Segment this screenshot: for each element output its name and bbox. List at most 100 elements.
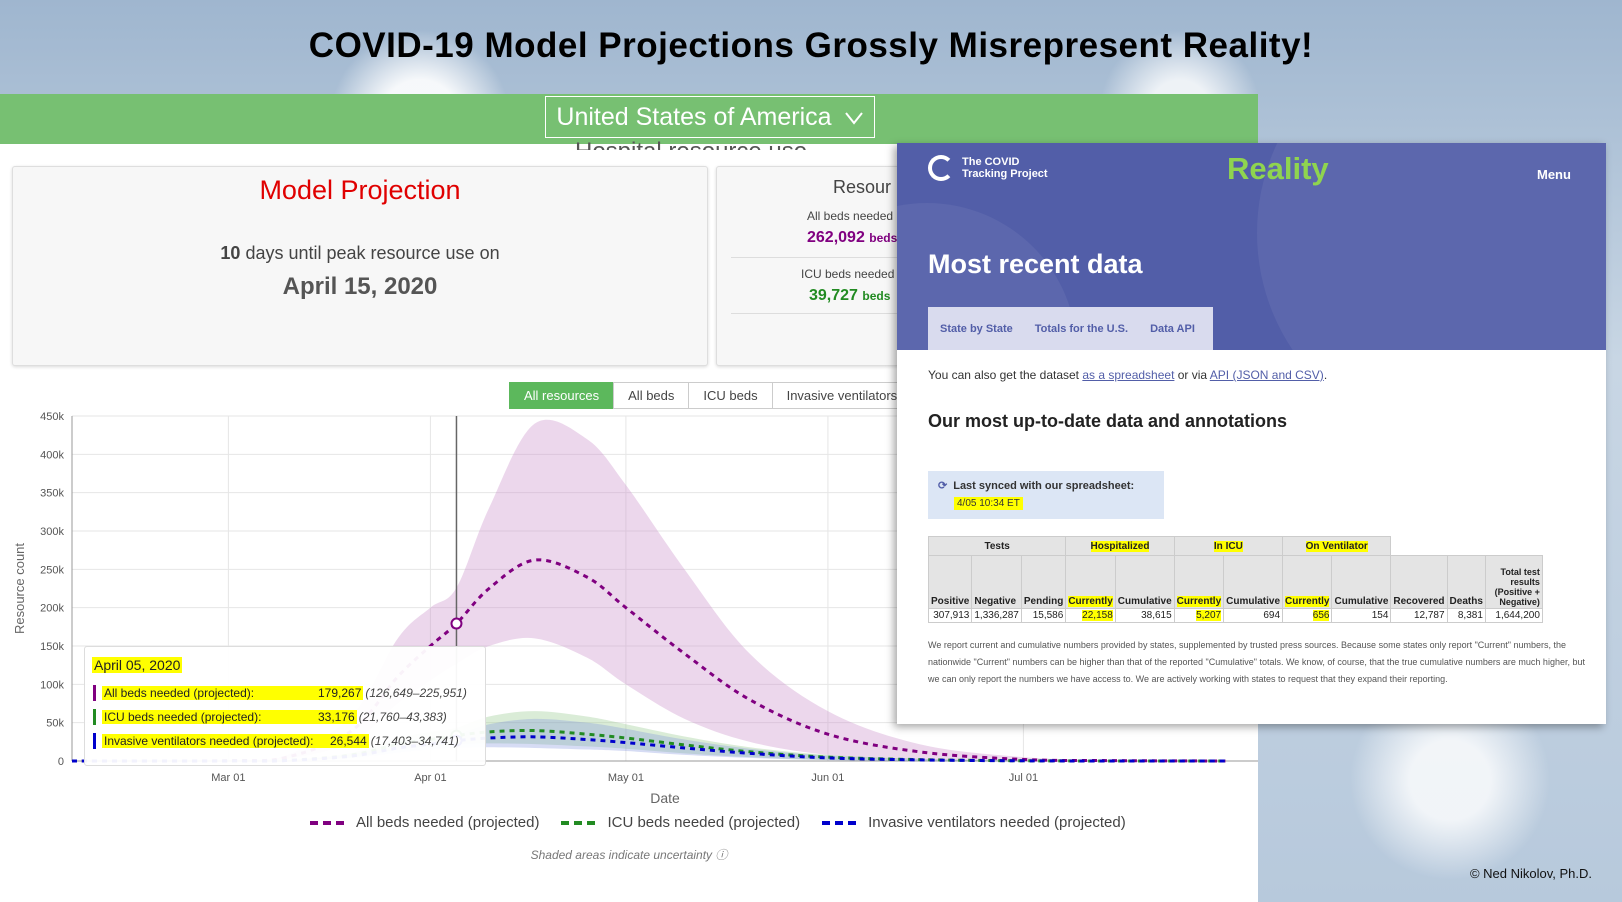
sync-label: ⟳ Last synced with our spreadsheet: bbox=[938, 479, 1135, 493]
decoration bbox=[1257, 143, 1606, 350]
tooltip-value: 33,176 bbox=[316, 710, 357, 724]
y-tick-label: 350k bbox=[40, 488, 64, 500]
legend-swatch bbox=[561, 820, 596, 825]
all-beds-number: 262,092 bbox=[807, 229, 865, 246]
projection-title: Model Projection bbox=[259, 175, 461, 205]
footnote-text: Shaded areas indicate uncertainty bbox=[530, 848, 713, 862]
menu-link[interactable]: Menu bbox=[1537, 167, 1571, 182]
table-row: 307,913 1,336,287 15,586 22,158 38,615 5… bbox=[927, 608, 1543, 623]
all-beds-label: All beds needed bbox=[807, 209, 894, 223]
sync-label-text: Last synced with our spreadsheet: bbox=[953, 479, 1135, 492]
tooltip-label: Invasive ventilators needed (projected): bbox=[102, 734, 328, 748]
api-link[interactable]: API (JSON and CSV) bbox=[1209, 368, 1324, 382]
chart-legend: All beds needed (projected) ICU beds nee… bbox=[310, 814, 1126, 831]
group-label: In ICU bbox=[1213, 540, 1243, 552]
legend-item-ventilators[interactable]: Invasive ventilators needed (projected) bbox=[822, 814, 1126, 831]
dataset-line: You can also get the dataset as a spread… bbox=[928, 368, 1327, 382]
series-marker bbox=[93, 733, 96, 749]
col-header: Total test results (Positive + Negative) bbox=[1484, 555, 1543, 609]
tooltip-label: All beds needed (projected): bbox=[102, 686, 316, 700]
chevron-down-icon bbox=[844, 103, 864, 132]
projection-card: Model Projection 10 days until peak reso… bbox=[12, 166, 708, 366]
cell-value: 22,158 bbox=[1082, 610, 1113, 621]
country-select[interactable]: United States of America bbox=[545, 96, 875, 138]
data-table: Tests Hospitalized In ICU On Ventilator … bbox=[927, 536, 1543, 623]
cell-value: 5,207 bbox=[1196, 610, 1222, 621]
data-tabs: State by State Totals for the U.S. Data … bbox=[928, 307, 1213, 350]
y-axis-label: Resource count bbox=[12, 543, 27, 634]
spreadsheet-link[interactable]: as a spreadsheet bbox=[1082, 368, 1175, 382]
dataset-suffix: . bbox=[1323, 368, 1328, 382]
tooltip-range: (17,403–34,741) bbox=[370, 734, 459, 748]
tab-state-by-state[interactable]: State by State bbox=[940, 322, 1013, 335]
col-header: Cumulative bbox=[1114, 555, 1175, 609]
legend-swatch bbox=[310, 820, 344, 825]
group-icu: In ICU bbox=[1173, 536, 1284, 556]
legend-swatch bbox=[822, 820, 857, 825]
days-count: 10 bbox=[220, 243, 241, 263]
group-label: Hospitalized bbox=[1090, 540, 1150, 552]
cell: 5,207 bbox=[1173, 608, 1225, 623]
cell: 656 bbox=[1282, 608, 1333, 623]
reality-title: Reality bbox=[1227, 151, 1329, 186]
tab-totals-us[interactable]: Totals for the U.S. bbox=[1034, 322, 1129, 335]
resource-title: Resour bbox=[833, 177, 892, 197]
col-header-text: Currently bbox=[1068, 596, 1113, 607]
icu-beds-unit: beds bbox=[862, 289, 891, 303]
col-header: Pending bbox=[1020, 555, 1067, 609]
legend-label: Invasive ventilators needed (projected) bbox=[868, 814, 1126, 831]
reality-header: The COVID Tracking Project Reality Menu … bbox=[897, 143, 1606, 350]
cell: 1,336,287 bbox=[971, 608, 1022, 623]
info-icon[interactable]: ⓘ bbox=[715, 848, 728, 862]
slide-title: COVID-19 Model Projections Grossly Misre… bbox=[308, 26, 1314, 65]
tab-invasive-ventilators[interactable]: Invasive ventilators bbox=[771, 382, 913, 409]
legend-item-icu-beds[interactable]: ICU beds needed (projected) bbox=[561, 814, 800, 831]
days-until-peak: 10 days until peak resource use on bbox=[13, 243, 707, 264]
tab-data-api[interactable]: Data API bbox=[1150, 322, 1195, 335]
col-header: Currently bbox=[1282, 555, 1333, 609]
cell-value: 656 bbox=[1312, 610, 1330, 621]
y-tick-label: 0 bbox=[58, 756, 64, 768]
col-header: Deaths bbox=[1446, 555, 1486, 609]
chart-tooltip: April 05, 2020 All beds needed (projecte… bbox=[84, 646, 486, 766]
cell: 1,644,200 bbox=[1484, 608, 1543, 623]
col-header: Recovered bbox=[1390, 555, 1448, 609]
series-marker bbox=[93, 709, 96, 725]
tab-all-beds[interactable]: All beds bbox=[613, 382, 690, 409]
y-tick-label: 200k bbox=[40, 603, 64, 615]
y-tick-label: 50k bbox=[46, 718, 64, 730]
cell: 12,787 bbox=[1390, 608, 1448, 623]
icu-beds-value: 39,727 beds bbox=[809, 287, 890, 305]
group-hospitalized: Hospitalized bbox=[1065, 536, 1175, 556]
all-beds-unit: beds bbox=[869, 231, 898, 245]
y-tick-label: 400k bbox=[40, 449, 64, 461]
icu-beds-label: ICU beds needed bbox=[801, 267, 895, 281]
group-label: On Ventilator bbox=[1305, 540, 1368, 552]
x-tick-label: Mar 01 bbox=[211, 772, 245, 784]
refresh-icon: ⟳ bbox=[938, 480, 948, 492]
x-tick-label: Jul 01 bbox=[1009, 772, 1038, 784]
tooltip-row-icu-beds: ICU beds needed (projected): 33,176 (21,… bbox=[93, 709, 447, 725]
col-header-text: Currently bbox=[1285, 596, 1330, 607]
legend-label: ICU beds needed (projected) bbox=[607, 814, 801, 831]
column-header-row: Positive Negative Pending Currently Cumu… bbox=[927, 555, 1543, 609]
y-tick-label: 250k bbox=[40, 564, 64, 576]
cell: 15,586 bbox=[1020, 608, 1067, 623]
y-tick-label: 150k bbox=[40, 641, 64, 653]
x-tick-label: Jun 01 bbox=[811, 772, 844, 784]
col-header: Positive bbox=[927, 555, 973, 609]
divider bbox=[731, 313, 911, 314]
logo-icon bbox=[928, 155, 954, 181]
group-header-row: Tests Hospitalized In ICU On Ventilator bbox=[927, 536, 1543, 556]
tooltip-row-all-beds: All beds needed (projected): 179,267 (12… bbox=[93, 685, 467, 701]
legend-item-all-beds[interactable]: All beds needed (projected) bbox=[310, 814, 539, 831]
tab-icu-beds[interactable]: ICU beds bbox=[688, 382, 773, 409]
data-point bbox=[450, 617, 463, 630]
covid-tracking-logo[interactable]: The COVID Tracking Project bbox=[928, 155, 1048, 181]
reality-panel: The COVID Tracking Project Reality Menu … bbox=[897, 143, 1606, 724]
tooltip-value: 179,267 bbox=[316, 686, 364, 700]
header-bar: United States of America bbox=[0, 94, 1258, 144]
divider bbox=[731, 257, 911, 258]
annotations-title: Our most up-to-date data and annotations bbox=[928, 411, 1287, 431]
logo-line: Tracking Project bbox=[962, 168, 1048, 180]
